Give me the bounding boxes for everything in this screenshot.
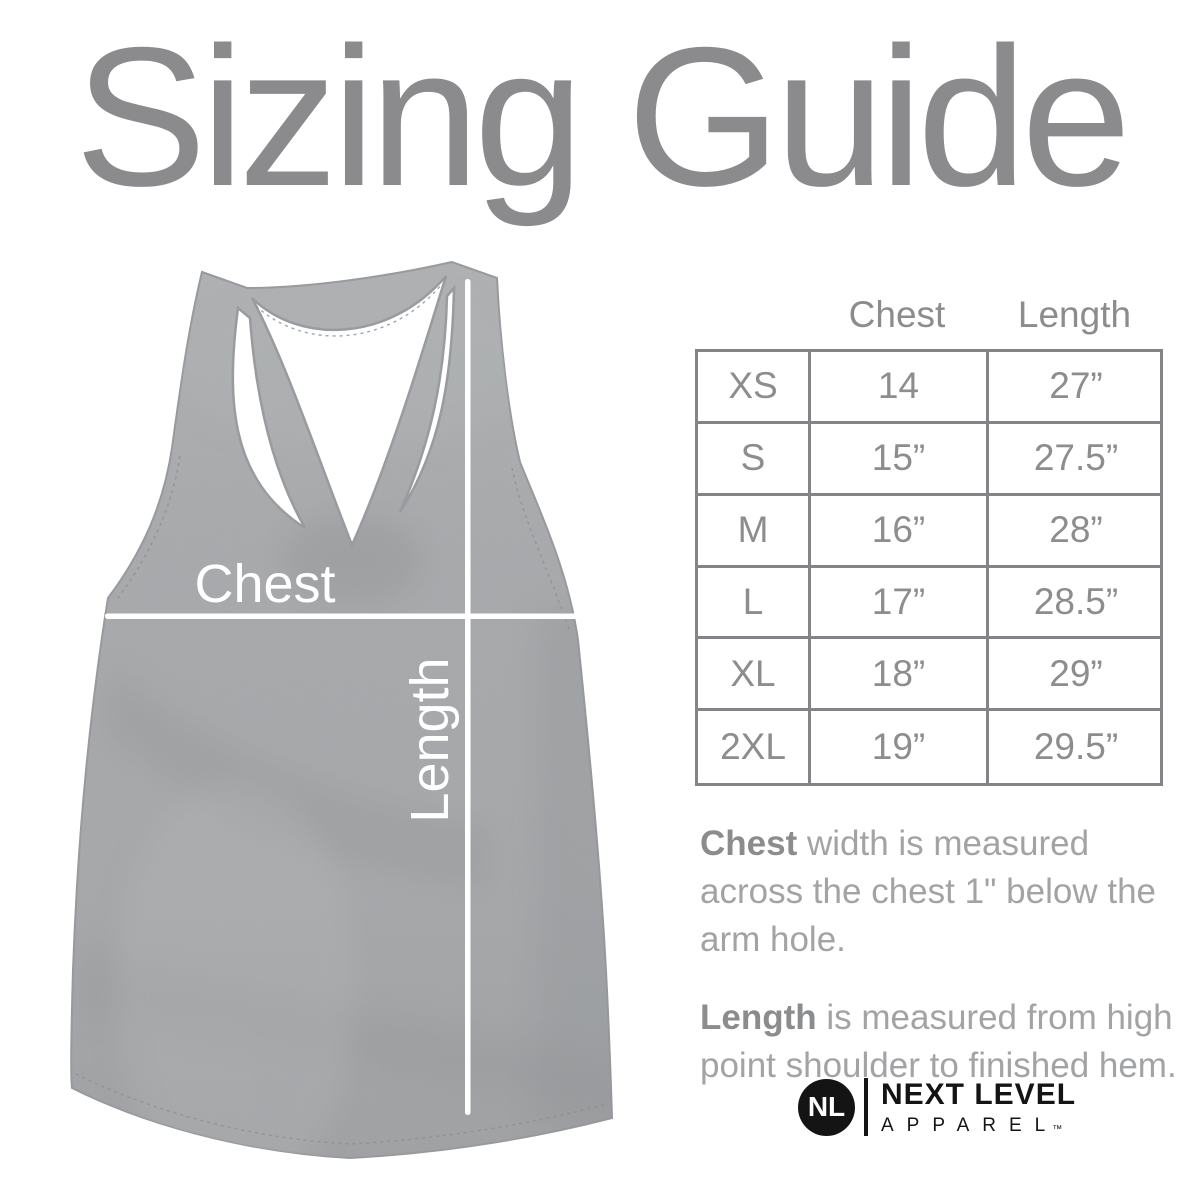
size-table-cell-XL-chest: 18” (811, 639, 989, 712)
chest-column-header: Chest (848, 294, 946, 335)
length-note-term: Length (700, 998, 817, 1037)
tank-top-illustration: Chest Length (70, 260, 614, 1160)
length-measure-line (465, 279, 471, 1115)
size-table-cell-XL-size: XL (698, 639, 811, 712)
size-table-cell-XL-length: 29” (989, 639, 1163, 712)
chest-note: Chest width is measured across the chest… (700, 820, 1196, 964)
size-table-cell-S-size: S (698, 423, 811, 496)
length-note-text: is measured from high point shoulder to … (700, 998, 1177, 1085)
size-table-cell-L-length: 28.5” (989, 568, 1163, 640)
size-table-cell-XS-length: 27” (989, 352, 1163, 424)
length-annotation-label: Length (400, 657, 460, 822)
size-table-cell-S-chest: 15” (811, 423, 989, 496)
brand-subtitle-text: APPAREL (881, 1114, 1059, 1136)
trademark-symbol: ™ (1052, 1123, 1063, 1135)
size-table-cell-L-chest: 17” (811, 567, 989, 640)
chest-annotation-label: Chest (194, 554, 335, 614)
size-table: XS 14 27” S 15” 27.5” M 16” 28” L 17” 28.5” XL 18” 29”… (695, 349, 1163, 786)
logo-divider-bar (864, 1078, 868, 1136)
tank-silhouette (70, 260, 614, 1160)
length-note: Length is measured from high point shoul… (700, 994, 1196, 1090)
brand-subtitle: APPAREL ™ (881, 1116, 1076, 1135)
size-table-cell-M-chest: 16” (811, 495, 989, 568)
size-table-cell-XS-chest: 14 (811, 352, 989, 424)
size-table-cell-2XL-length: 29.5” (1033, 726, 1119, 768)
back-neckline-opening (250, 275, 448, 549)
size-table-cell-2XL-chest: 19” (811, 711, 989, 783)
nl-monogram-text: NL (807, 1091, 846, 1122)
length-column-header: Length (1017, 294, 1132, 335)
chest-note-text: width is measured across the chest 1" be… (700, 824, 1157, 959)
chest-measure-line (105, 613, 582, 619)
left-armhole-opening (231, 305, 307, 530)
chest-note-term: Chest (700, 824, 798, 863)
right-armhole-opening (398, 284, 456, 513)
size-table-cell-L-size: L (698, 567, 811, 640)
size-table-cell-M-size: M (698, 495, 811, 568)
size-table-cell-XS-size: XS (698, 352, 811, 424)
size-table-cell-M-length: 28” (989, 496, 1163, 568)
size-table-header: Chest Length (695, 293, 1163, 337)
stitch-lines (75, 283, 607, 1145)
size-table-cell-S-length: 27.5” (989, 424, 1163, 496)
measurement-annotations: Chest Length (105, 279, 582, 1115)
page-title: Sizing Guide (74, 6, 1132, 227)
next-level-apparel-logo: NL NEXT LEVEL APPAREL ™ (798, 1078, 1076, 1136)
nl-monogram-icon: NL (798, 1078, 855, 1136)
measurement-notes: Chest width is measured across the chest… (700, 820, 1196, 1090)
brand-name: NEXT LEVEL (881, 1077, 1077, 1111)
size-table-cell-2XL-size: 2XL (698, 711, 811, 783)
logo-wordmark: NEXT LEVEL APPAREL ™ (881, 1077, 1077, 1135)
